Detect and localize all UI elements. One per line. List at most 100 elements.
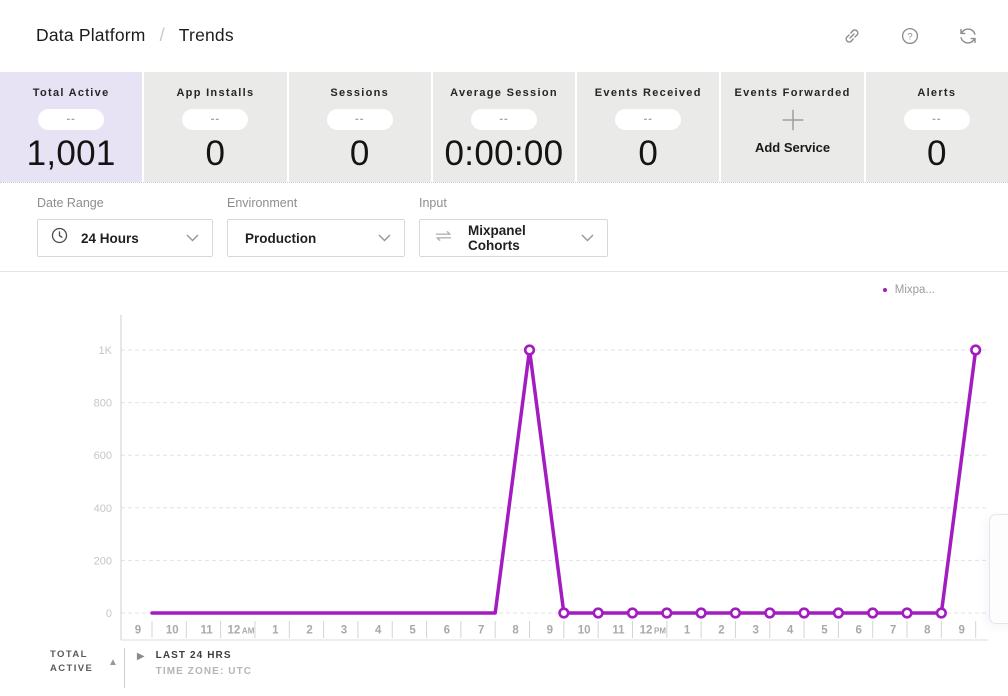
stat-card-label: Events Forwarded: [734, 87, 851, 99]
stat-value: 0:00:00: [444, 134, 564, 173]
svg-text:9: 9: [958, 625, 964, 637]
svg-text:0: 0: [106, 608, 112, 620]
svg-text:4: 4: [787, 625, 794, 637]
svg-text:8: 8: [512, 625, 519, 637]
stat-value: 0: [205, 134, 226, 173]
breadcrumb-item-data-platform[interactable]: Data Platform: [36, 25, 146, 45]
svg-text:11: 11: [612, 625, 625, 637]
svg-text:9: 9: [135, 625, 141, 637]
svg-text:5: 5: [409, 625, 416, 637]
metric-selector[interactable]: TOTAL ACTIVE ▲: [50, 648, 118, 676]
link-icon[interactable]: [842, 26, 862, 46]
stat-value: 0: [349, 134, 370, 173]
add-service-button[interactable]: Add Service: [754, 140, 831, 155]
svg-text:1: 1: [684, 625, 691, 637]
range-label: LAST 24 HRS: [155, 650, 232, 661]
stat-card-events-received[interactable]: Events Received -- 0: [577, 72, 720, 182]
chevron-down-icon: [581, 229, 594, 247]
stats-row: Total Active -- 1,001 App Installs -- 0 …: [0, 72, 1008, 183]
stat-badge: --: [38, 109, 105, 130]
breadcrumb-item-trends: Trends: [178, 25, 234, 45]
stat-card-events-forwarded[interactable]: Events Forwarded Add Service: [721, 72, 864, 182]
stat-card-label: Events Received: [594, 87, 702, 99]
stat-value: 0: [926, 134, 947, 173]
expand-icon[interactable]: ▶: [136, 651, 145, 662]
input-dropdown[interactable]: Mixpanel Cohorts: [419, 219, 608, 257]
dropdown-value: Mixpanel Cohorts: [468, 223, 526, 253]
svg-text:7: 7: [478, 625, 484, 637]
svg-text:10: 10: [166, 625, 179, 637]
legend-dot: [882, 288, 887, 292]
environment-dropdown[interactable]: Production: [227, 219, 405, 257]
stat-card-alerts[interactable]: Alerts -- 0: [865, 72, 1008, 182]
filter-environment: Environment Production: [227, 196, 405, 271]
svg-text:2: 2: [306, 625, 312, 637]
metric-label: TOTAL ACTIVE: [50, 649, 94, 674]
breadcrumb: Data Platform / Trends: [36, 25, 234, 46]
plus-icon: [721, 106, 863, 133]
svg-text:1: 1: [272, 625, 279, 637]
stat-badge: --: [326, 109, 393, 130]
filter-label: Date Range: [37, 196, 104, 210]
stat-value: 0: [638, 134, 659, 173]
help-icon[interactable]: ?: [900, 26, 920, 46]
svg-text:6: 6: [856, 625, 862, 637]
svg-text:1K: 1K: [99, 345, 113, 357]
svg-text:6: 6: [444, 625, 450, 637]
chart-section: Mixpa... 0 200 400 600 800 1K 9 10 11 12 AM 1 2 3 4 5 6…: [0, 272, 1008, 696]
legend-item-mixpanel[interactable]: Mixpa...: [882, 284, 935, 296]
svg-text:4: 4: [375, 625, 382, 637]
filter-date-range: Date Range 24 Hours: [37, 196, 213, 271]
svg-text:12 AM: 12 AM: [228, 625, 255, 637]
dropdown-value: Production: [245, 230, 317, 246]
svg-text:800: 800: [94, 398, 112, 410]
svg-text:10: 10: [578, 625, 591, 637]
svg-text:5: 5: [821, 625, 828, 637]
stat-value: 1,001: [26, 134, 116, 173]
stat-card-app-installs[interactable]: App Installs -- 0: [144, 72, 287, 182]
svg-text:200: 200: [94, 555, 112, 567]
page-header: Data Platform / Trends ?: [0, 0, 1008, 71]
breadcrumb-separator: /: [159, 25, 165, 45]
range-info: LAST 24 HRS TIME ZONE: UTC: [156, 648, 253, 677]
stat-badge: --: [615, 109, 682, 130]
filter-input: Input Mixpanel Cohorts: [419, 196, 608, 271]
sort-ascending-icon[interactable]: ▲: [108, 656, 118, 668]
stat-card-sessions[interactable]: Sessions -- 0: [288, 72, 431, 182]
svg-text:3: 3: [341, 625, 347, 637]
date-range-dropdown[interactable]: 24 Hours: [37, 219, 213, 257]
stat-badge: --: [182, 109, 249, 130]
chevron-down-icon: [186, 229, 199, 247]
filter-bar: Date Range 24 Hours Environment Producti…: [0, 185, 1008, 272]
stat-card-label: Total Active: [32, 87, 110, 99]
dropdown-value: 24 Hours: [81, 230, 139, 246]
stat-card-label: Alerts: [917, 87, 957, 99]
stat-card-label: Sessions: [330, 87, 390, 99]
svg-text:8: 8: [924, 625, 931, 637]
clock-icon: [51, 227, 68, 249]
svg-text:12 PM: 12 PM: [640, 625, 667, 637]
stat-badge: --: [903, 109, 970, 130]
floating-panel-partial[interactable]: [989, 514, 1008, 624]
footer-divider: [123, 648, 125, 688]
stat-badge: --: [470, 109, 537, 130]
stat-card-label: App Installs: [176, 87, 255, 99]
svg-text:2: 2: [718, 625, 724, 637]
stat-card-average-session[interactable]: Average Session -- 0:00:00: [432, 72, 576, 182]
header-actions: ?: [842, 26, 978, 46]
chevron-down-icon: [378, 229, 391, 247]
refresh-icon[interactable]: [958, 26, 978, 46]
stat-card-total-active[interactable]: Total Active -- 1,001: [0, 72, 143, 182]
timezone-label: TIME ZONE: UTC: [155, 666, 253, 677]
filter-label: Input: [419, 196, 447, 210]
svg-text:9: 9: [547, 625, 553, 637]
svg-text:?: ?: [907, 31, 912, 42]
svg-text:3: 3: [753, 625, 759, 637]
transfer-arrows-icon: [433, 228, 454, 249]
svg-text:7: 7: [890, 625, 896, 637]
stat-card-label: Average Session: [450, 87, 558, 99]
svg-text:600: 600: [94, 450, 112, 462]
legend-label: Mixpa...: [894, 284, 935, 296]
